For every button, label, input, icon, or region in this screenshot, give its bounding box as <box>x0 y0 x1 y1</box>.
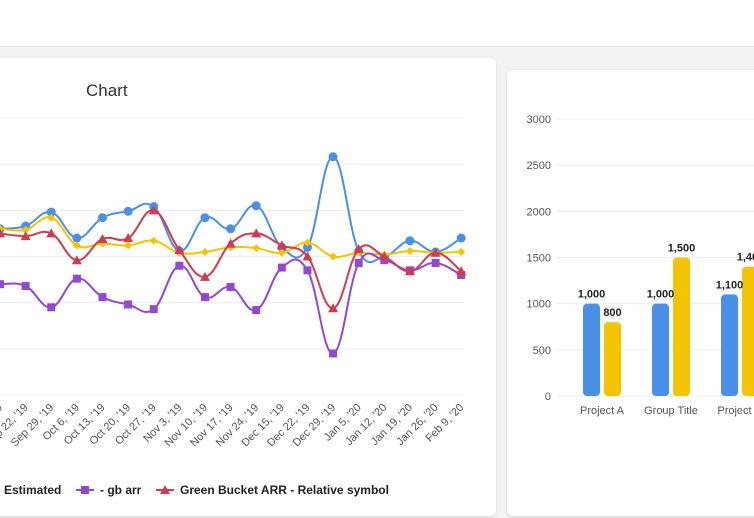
data-point-2-2 <box>47 303 56 312</box>
data-point-3-18 <box>456 266 467 276</box>
data-point-2-12 <box>303 266 312 275</box>
bar-chart-card: 0 500 1000 1500 2000 2500 3000 1,000 800 1,000 1,… <box>507 70 754 516</box>
data-point-3-8 <box>199 271 210 281</box>
data-point-3-3 <box>71 255 82 265</box>
data-label: 800 <box>603 307 621 319</box>
data-point-1-18 <box>457 247 466 256</box>
bar-0-0 <box>583 303 600 396</box>
data-point-2-10 <box>252 306 261 315</box>
data-point-1-5 <box>124 241 133 250</box>
legend-marker <box>160 485 170 494</box>
data-point-3-7 <box>174 245 185 255</box>
data-point-3-0 <box>0 228 5 238</box>
data-point-2-13 <box>329 349 338 358</box>
data-point-3-11 <box>276 240 287 250</box>
data-point-1-1 <box>21 225 30 234</box>
data-point-1-11 <box>277 248 286 257</box>
data-point-2-6 <box>149 305 158 314</box>
data-point-0-10 <box>251 201 261 211</box>
data-point-0-12 <box>302 242 312 252</box>
data-point-3-14 <box>353 244 364 254</box>
data-point-2-3 <box>72 274 81 283</box>
data-point-2-14 <box>354 258 363 267</box>
x-category-label: Project A <box>580 405 625 417</box>
data-point-3-17 <box>430 247 441 257</box>
top-bar <box>0 0 754 47</box>
x-category-label: Project C <box>717 405 754 417</box>
data-point-0-5 <box>123 206 133 216</box>
data-point-0-9 <box>226 224 236 234</box>
data-point-2-5 <box>124 300 133 309</box>
y-tick-label: 3000 <box>527 114 551 126</box>
legend-label: Estimated <box>4 483 61 497</box>
bar-1-0 <box>652 303 669 396</box>
legend-label: - gb arr <box>100 483 142 497</box>
bar-1-1 <box>673 257 690 396</box>
legend-marker <box>81 486 89 494</box>
bar-2-0 <box>721 294 738 396</box>
data-point-3-1 <box>20 231 31 241</box>
data-point-3-6 <box>148 205 159 215</box>
y-tick-label: 2500 <box>527 160 551 172</box>
data-point-3-4 <box>97 233 108 243</box>
legend-label: Green Bucket ARR - Relative symbol <box>180 483 389 497</box>
y-tick-label: 1000 <box>527 299 551 311</box>
data-point-3-9 <box>225 238 236 248</box>
data-point-2-17 <box>431 258 440 267</box>
y-tick-label: 1500 <box>527 253 551 265</box>
data-point-1-13 <box>329 252 338 261</box>
data-point-2-1 <box>21 282 30 291</box>
data-label: 1,000 <box>578 289 606 301</box>
data-point-3-5 <box>123 233 134 243</box>
data-label: 1,000 <box>647 289 675 301</box>
data-point-0-2 <box>46 207 56 217</box>
data-point-2-0 <box>0 280 4 289</box>
data-label: 1,400 <box>737 252 754 264</box>
data-point-1-10 <box>252 244 261 253</box>
chart-title: Chart <box>86 81 128 100</box>
data-point-2-9 <box>226 282 235 291</box>
data-point-3-10 <box>251 228 262 238</box>
bar-0-1 <box>604 322 621 396</box>
data-point-3-12 <box>302 251 313 261</box>
data-label: 1,100 <box>716 279 744 291</box>
data-point-3-13 <box>328 303 339 313</box>
data-point-0-18 <box>456 233 466 243</box>
data-point-1-12 <box>303 238 312 247</box>
data-point-1-6 <box>149 236 158 245</box>
data-point-0-16 <box>405 236 415 246</box>
data-point-2-8 <box>200 293 209 302</box>
data-label: 1,500 <box>668 243 696 255</box>
data-point-2-4 <box>98 293 107 302</box>
data-point-0-13 <box>328 152 338 162</box>
x-tick-label: '19 <box>0 402 5 421</box>
data-point-3-2 <box>46 228 57 238</box>
data-point-2-11 <box>277 263 286 272</box>
y-tick-label: 0 <box>545 391 551 403</box>
data-point-0-3 <box>72 233 82 243</box>
data-point-0-4 <box>97 213 107 223</box>
x-category-label: Group Title <box>644 405 698 417</box>
data-point-0-8 <box>200 213 210 223</box>
data-point-1-2 <box>47 213 56 222</box>
line-chart-card: Chart '19 Sep 22, '19 Sep 29, '19 Oct 6, '1… <box>0 58 496 516</box>
y-tick-label: 500 <box>533 345 551 357</box>
y-tick-label: 2000 <box>527 206 551 218</box>
data-point-2-7 <box>175 261 184 270</box>
series-line-2 <box>0 252 462 355</box>
data-point-1-8 <box>200 247 209 256</box>
data-point-1-16 <box>405 246 414 255</box>
bar-2-1 <box>742 266 754 396</box>
bar-chart: 0 500 1000 1500 2000 2500 3000 1,000 800 1,000 1,… <box>527 114 754 417</box>
data-point-1-3 <box>72 241 81 250</box>
data-point-3-15 <box>379 251 390 261</box>
data-point-3-16 <box>404 266 415 276</box>
